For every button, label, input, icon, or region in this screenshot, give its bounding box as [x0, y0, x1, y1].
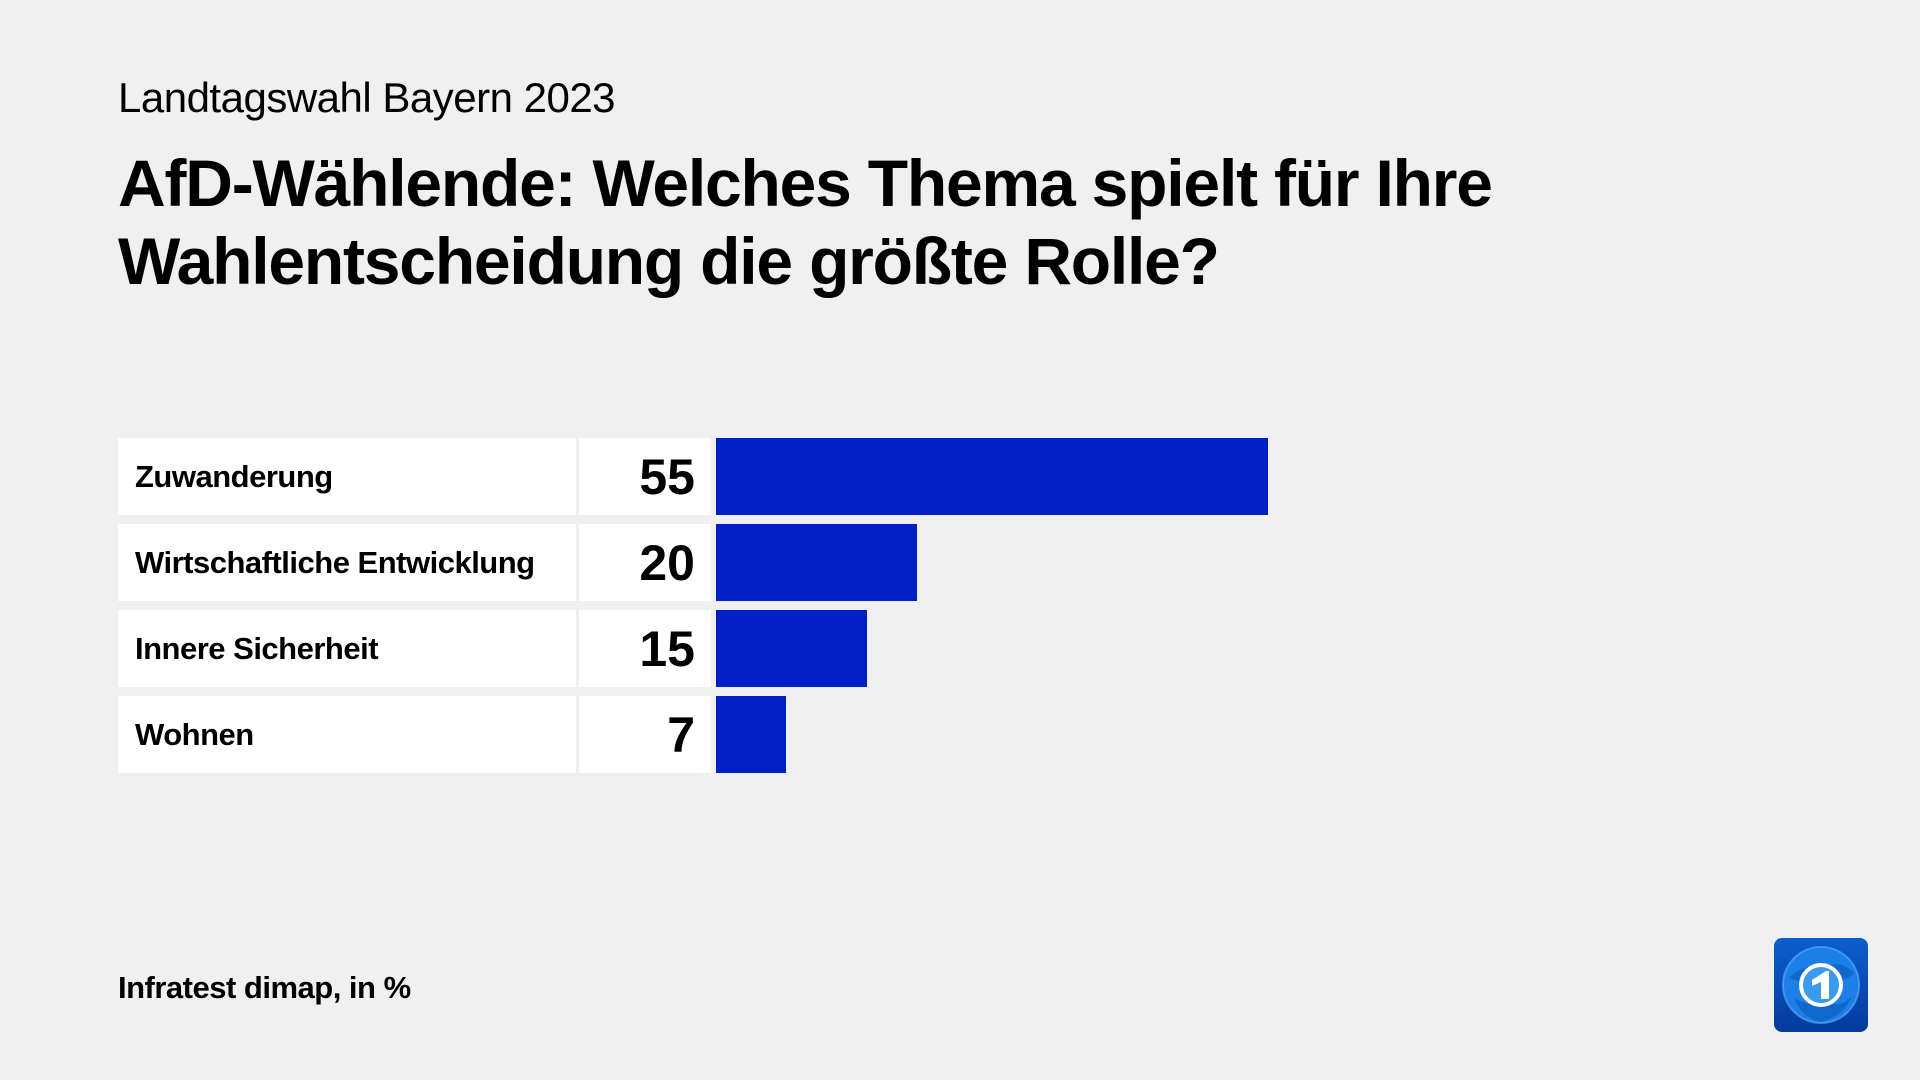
value-label-box: 20: [579, 524, 711, 601]
chart-title: AfD-Wählende: Welches Thema spielt für I…: [118, 146, 1493, 298]
category-label: Wohnen: [135, 716, 254, 752]
value-label-box: 7: [579, 696, 711, 773]
bar-row: Zuwanderung 55: [118, 438, 1518, 515]
bar: [716, 524, 917, 601]
category-label: Zuwanderung: [135, 458, 333, 494]
value-label: 20: [639, 534, 695, 591]
value-label-box: 15: [579, 610, 711, 687]
value-label: 15: [639, 620, 695, 677]
supertitle: Landtagswahl Bayern 2023: [118, 74, 616, 121]
category-label-box: Innere Sicherheit: [118, 610, 576, 687]
value-label: 7: [667, 706, 695, 763]
category-label-box: Wirtschaftliche Entwicklung: [118, 524, 576, 601]
value-label: 55: [639, 448, 695, 505]
category-label: Wirtschaftliche Entwicklung: [135, 544, 535, 580]
bar-row: Wohnen 7: [118, 696, 1518, 773]
bar-row: Wirtschaftliche Entwicklung 20: [118, 524, 1518, 601]
category-label-box: Zuwanderung: [118, 438, 576, 515]
value-label-box: 55: [579, 438, 711, 515]
bar: [716, 610, 867, 687]
category-label-box: Wohnen: [118, 696, 576, 773]
bar: [716, 696, 787, 773]
bar: [716, 438, 1268, 515]
category-label: Innere Sicherheit: [135, 630, 379, 666]
source-note: Infratest dimap, in %: [118, 970, 411, 1005]
tagesschau-logo-icon: [1774, 938, 1868, 1032]
bar-row: Innere Sicherheit 15: [118, 610, 1518, 687]
